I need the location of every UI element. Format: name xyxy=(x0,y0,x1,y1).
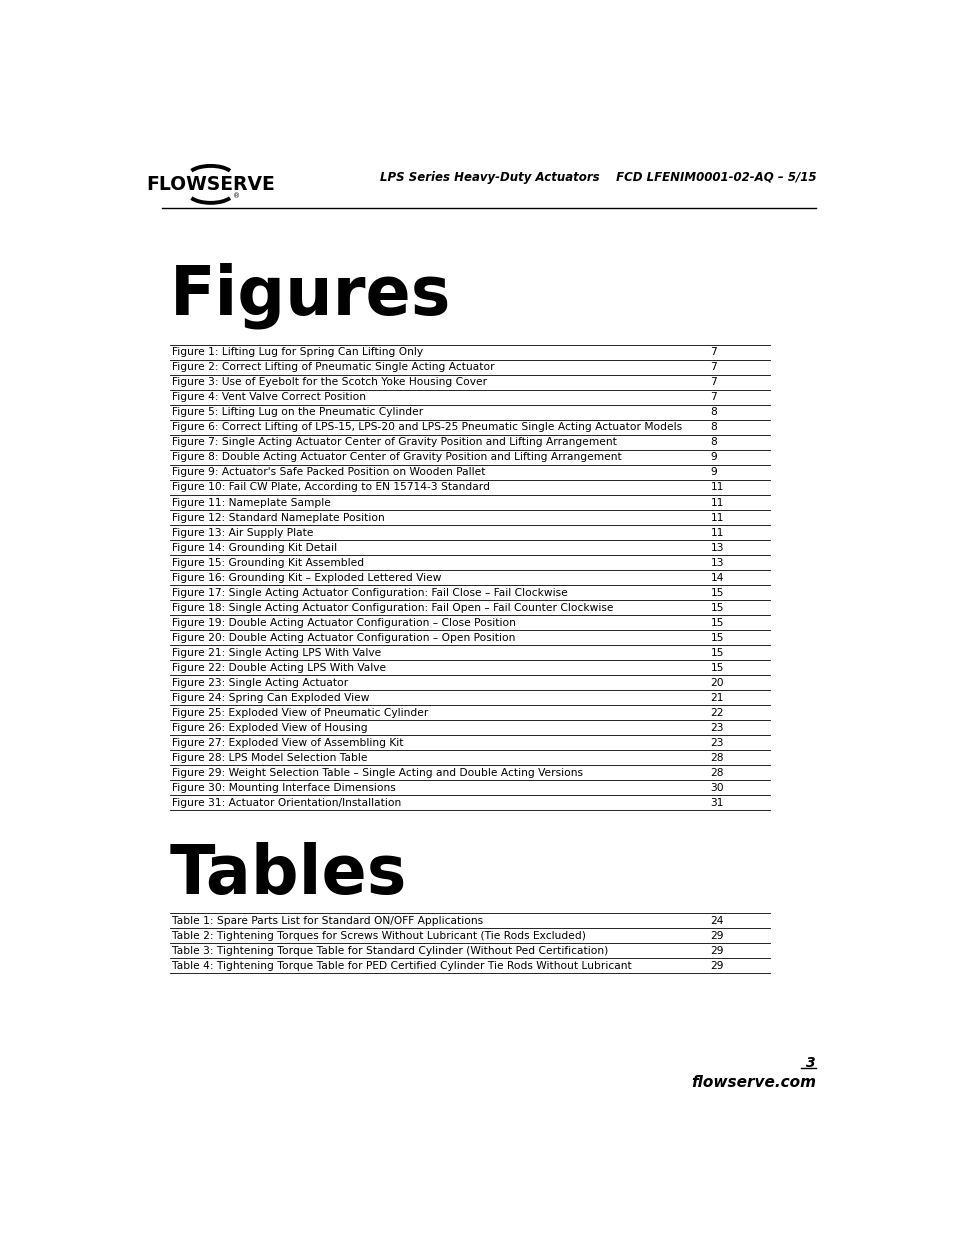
Text: flowserve.com: flowserve.com xyxy=(690,1074,815,1089)
Text: 29: 29 xyxy=(710,961,723,971)
Text: 15: 15 xyxy=(710,647,723,658)
Text: Figure 23: Single Acting Actuator: Figure 23: Single Acting Actuator xyxy=(172,678,348,688)
Text: 23: 23 xyxy=(710,722,723,732)
Text: 14: 14 xyxy=(710,573,723,583)
Text: 29: 29 xyxy=(710,946,723,956)
Text: 21: 21 xyxy=(710,693,723,703)
Text: Figure 5: Lifting Lug on the Pneumatic Cylinder: Figure 5: Lifting Lug on the Pneumatic C… xyxy=(172,408,423,417)
Text: Figure 10: Fail CW Plate, According to EN 15714-3 Standard: Figure 10: Fail CW Plate, According to E… xyxy=(172,483,490,493)
Text: Figure 30: Mounting Interface Dimensions: Figure 30: Mounting Interface Dimensions xyxy=(172,783,395,793)
Text: Figure 3: Use of Eyebolt for the Scotch Yoke Housing Cover: Figure 3: Use of Eyebolt for the Scotch … xyxy=(172,378,487,388)
Text: Figure 17: Single Acting Actuator Configuration: Fail Close – Fail Clockwise: Figure 17: Single Acting Actuator Config… xyxy=(172,588,567,598)
Text: 20: 20 xyxy=(710,678,723,688)
Text: 8: 8 xyxy=(710,437,717,447)
Text: 30: 30 xyxy=(710,783,723,793)
Text: 11: 11 xyxy=(710,483,723,493)
Text: Figures: Figures xyxy=(170,262,451,329)
Text: 24: 24 xyxy=(710,916,723,926)
Text: 31: 31 xyxy=(710,798,723,808)
Text: Figure 26: Exploded View of Housing: Figure 26: Exploded View of Housing xyxy=(172,722,367,732)
Text: Figure 6: Correct Lifting of LPS-15, LPS-20 and LPS-25 Pneumatic Single Acting A: Figure 6: Correct Lifting of LPS-15, LPS… xyxy=(172,422,681,432)
Text: Figure 14: Grounding Kit Detail: Figure 14: Grounding Kit Detail xyxy=(172,542,336,552)
Text: 23: 23 xyxy=(710,737,723,747)
Text: Figure 19: Double Acting Actuator Configuration – Close Position: Figure 19: Double Acting Actuator Config… xyxy=(172,618,516,627)
Text: Figure 8: Double Acting Actuator Center of Gravity Position and Lifting Arrangem: Figure 8: Double Acting Actuator Center … xyxy=(172,452,621,462)
Text: Figure 12: Standard Nameplate Position: Figure 12: Standard Nameplate Position xyxy=(172,513,384,522)
Text: 3: 3 xyxy=(805,1056,815,1070)
Text: 28: 28 xyxy=(710,768,723,778)
Text: 28: 28 xyxy=(710,753,723,763)
Text: Figure 20: Double Acting Actuator Configuration – Open Position: Figure 20: Double Acting Actuator Config… xyxy=(172,632,515,642)
Text: 11: 11 xyxy=(710,513,723,522)
Text: 8: 8 xyxy=(710,422,717,432)
Text: 7: 7 xyxy=(710,378,717,388)
Text: 11: 11 xyxy=(710,498,723,508)
Text: Tables: Tables xyxy=(170,842,407,909)
Text: ®: ® xyxy=(233,193,240,199)
Text: Figure 2: Correct Lifting of Pneumatic Single Acting Actuator: Figure 2: Correct Lifting of Pneumatic S… xyxy=(172,362,494,373)
Text: 9: 9 xyxy=(710,468,717,478)
Text: 9: 9 xyxy=(710,452,717,462)
Text: Figure 1: Lifting Lug for Spring Can Lifting Only: Figure 1: Lifting Lug for Spring Can Lif… xyxy=(172,347,422,357)
Text: Figure 7: Single Acting Actuator Center of Gravity Position and Lifting Arrangem: Figure 7: Single Acting Actuator Center … xyxy=(172,437,617,447)
Text: FLOWSERVE: FLOWSERVE xyxy=(146,175,274,194)
Text: Figure 15: Grounding Kit Assembled: Figure 15: Grounding Kit Assembled xyxy=(172,557,364,568)
Text: Figure 9: Actuator's Safe Packed Position on Wooden Pallet: Figure 9: Actuator's Safe Packed Positio… xyxy=(172,468,485,478)
Text: 22: 22 xyxy=(710,708,723,718)
Text: Figure 31: Actuator Orientation/Installation: Figure 31: Actuator Orientation/Installa… xyxy=(172,798,401,808)
Text: Table 4: Tightening Torque Table for PED Certified Cylinder Tie Rods Without Lub: Table 4: Tightening Torque Table for PED… xyxy=(172,961,631,971)
Text: 8: 8 xyxy=(710,408,717,417)
Text: 15: 15 xyxy=(710,632,723,642)
Text: 15: 15 xyxy=(710,588,723,598)
Text: 7: 7 xyxy=(710,347,717,357)
Text: Figure 25: Exploded View of Pneumatic Cylinder: Figure 25: Exploded View of Pneumatic Cy… xyxy=(172,708,428,718)
Text: 11: 11 xyxy=(710,527,723,537)
Text: Figure 24: Spring Can Exploded View: Figure 24: Spring Can Exploded View xyxy=(172,693,369,703)
Text: 13: 13 xyxy=(710,557,723,568)
Text: 29: 29 xyxy=(710,931,723,941)
Text: Figure 29: Weight Selection Table – Single Acting and Double Acting Versions: Figure 29: Weight Selection Table – Sing… xyxy=(172,768,582,778)
Text: Table 3: Tightening Torque Table for Standard Cylinder (Without Ped Certificatio: Table 3: Tightening Torque Table for Sta… xyxy=(172,946,608,956)
Text: Figure 27: Exploded View of Assembling Kit: Figure 27: Exploded View of Assembling K… xyxy=(172,737,403,747)
Text: 15: 15 xyxy=(710,663,723,673)
Text: Figure 16: Grounding Kit – Exploded Lettered View: Figure 16: Grounding Kit – Exploded Lett… xyxy=(172,573,441,583)
Text: 15: 15 xyxy=(710,603,723,613)
Text: Table 1: Spare Parts List for Standard ON/OFF Applications: Table 1: Spare Parts List for Standard O… xyxy=(172,916,482,926)
Text: Figure 11: Nameplate Sample: Figure 11: Nameplate Sample xyxy=(172,498,331,508)
Text: 7: 7 xyxy=(710,362,717,373)
Text: LPS Series Heavy-Duty Actuators    FCD LFENIM0001-02-AQ – 5/15: LPS Series Heavy-Duty Actuators FCD LFEN… xyxy=(380,170,816,184)
Text: 7: 7 xyxy=(710,393,717,403)
Text: Figure 18: Single Acting Actuator Configuration: Fail Open – Fail Counter Clockw: Figure 18: Single Acting Actuator Config… xyxy=(172,603,613,613)
Text: Figure 22: Double Acting LPS With Valve: Figure 22: Double Acting LPS With Valve xyxy=(172,663,386,673)
Text: Figure 4: Vent Valve Correct Position: Figure 4: Vent Valve Correct Position xyxy=(172,393,366,403)
Text: Figure 21: Single Acting LPS With Valve: Figure 21: Single Acting LPS With Valve xyxy=(172,647,381,658)
Text: 13: 13 xyxy=(710,542,723,552)
Text: 15: 15 xyxy=(710,618,723,627)
Text: Figure 13: Air Supply Plate: Figure 13: Air Supply Plate xyxy=(172,527,314,537)
Text: Figure 28: LPS Model Selection Table: Figure 28: LPS Model Selection Table xyxy=(172,753,367,763)
Text: Table 2: Tightening Torques for Screws Without Lubricant (Tie Rods Excluded): Table 2: Tightening Torques for Screws W… xyxy=(172,931,585,941)
